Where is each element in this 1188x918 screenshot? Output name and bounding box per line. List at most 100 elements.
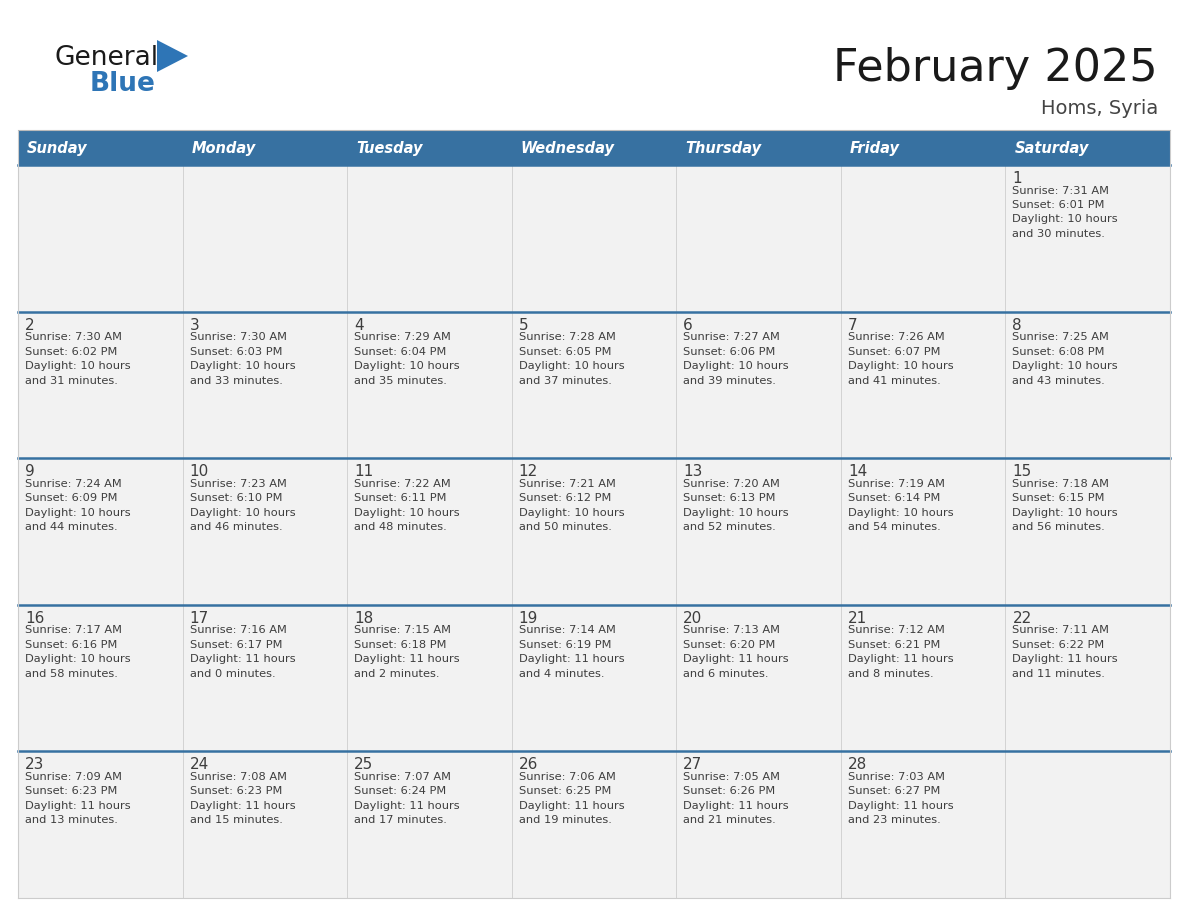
Text: Sunset: 6:10 PM: Sunset: 6:10 PM — [190, 493, 282, 503]
Text: 6: 6 — [683, 318, 693, 332]
Bar — [676, 752, 841, 898]
Text: Sunset: 6:16 PM: Sunset: 6:16 PM — [25, 640, 118, 650]
Text: Daylight: 10 hours: Daylight: 10 hours — [519, 508, 625, 518]
Text: Daylight: 11 hours: Daylight: 11 hours — [190, 655, 295, 665]
Text: and 44 minutes.: and 44 minutes. — [25, 522, 118, 532]
Text: and 33 minutes.: and 33 minutes. — [190, 375, 283, 386]
Text: Daylight: 10 hours: Daylight: 10 hours — [683, 508, 789, 518]
Text: 19: 19 — [519, 610, 538, 626]
Text: Sunset: 6:17 PM: Sunset: 6:17 PM — [190, 640, 282, 650]
Text: and 39 minutes.: and 39 minutes. — [683, 375, 776, 386]
Text: and 37 minutes.: and 37 minutes. — [519, 375, 612, 386]
Text: Sunrise: 7:29 AM: Sunrise: 7:29 AM — [354, 332, 451, 342]
Bar — [347, 605, 512, 752]
Text: and 35 minutes.: and 35 minutes. — [354, 375, 447, 386]
Text: 20: 20 — [683, 610, 702, 626]
Text: 26: 26 — [519, 757, 538, 772]
Text: Sunset: 6:03 PM: Sunset: 6:03 PM — [190, 347, 282, 356]
Text: and 31 minutes.: and 31 minutes. — [25, 375, 118, 386]
Text: Sunrise: 7:22 AM: Sunrise: 7:22 AM — [354, 478, 451, 488]
Polygon shape — [157, 40, 188, 72]
Text: Blue: Blue — [90, 71, 156, 97]
Text: and 19 minutes.: and 19 minutes. — [519, 815, 612, 825]
Text: 11: 11 — [354, 465, 373, 479]
Text: Sunset: 6:23 PM: Sunset: 6:23 PM — [25, 787, 118, 797]
Text: Daylight: 10 hours: Daylight: 10 hours — [683, 361, 789, 371]
Text: 8: 8 — [1012, 318, 1022, 332]
Bar — [347, 165, 512, 311]
Text: Sunset: 6:20 PM: Sunset: 6:20 PM — [683, 640, 776, 650]
Text: Daylight: 10 hours: Daylight: 10 hours — [519, 361, 625, 371]
Text: Sunset: 6:11 PM: Sunset: 6:11 PM — [354, 493, 447, 503]
Text: Sunset: 6:24 PM: Sunset: 6:24 PM — [354, 787, 447, 797]
Text: Sunday: Sunday — [27, 140, 88, 155]
Text: Daylight: 10 hours: Daylight: 10 hours — [1012, 361, 1118, 371]
Text: Saturday: Saturday — [1015, 140, 1089, 155]
Text: Daylight: 10 hours: Daylight: 10 hours — [354, 508, 460, 518]
Text: Sunset: 6:21 PM: Sunset: 6:21 PM — [848, 640, 940, 650]
Text: Sunrise: 7:26 AM: Sunrise: 7:26 AM — [848, 332, 944, 342]
Bar — [18, 165, 183, 311]
Text: 28: 28 — [848, 757, 867, 772]
Text: Sunset: 6:26 PM: Sunset: 6:26 PM — [683, 787, 776, 797]
Text: Sunset: 6:19 PM: Sunset: 6:19 PM — [519, 640, 611, 650]
Text: 17: 17 — [190, 610, 209, 626]
Text: Daylight: 11 hours: Daylight: 11 hours — [848, 655, 954, 665]
Text: Sunrise: 7:31 AM: Sunrise: 7:31 AM — [1012, 185, 1110, 196]
Text: and 15 minutes.: and 15 minutes. — [190, 815, 283, 825]
Text: Daylight: 11 hours: Daylight: 11 hours — [683, 800, 789, 811]
Bar — [841, 458, 1005, 605]
Text: 12: 12 — [519, 465, 538, 479]
Bar — [183, 752, 347, 898]
Text: Sunrise: 7:27 AM: Sunrise: 7:27 AM — [683, 332, 781, 342]
Text: and 21 minutes.: and 21 minutes. — [683, 815, 776, 825]
Text: Monday: Monday — [191, 140, 255, 155]
Text: Sunset: 6:18 PM: Sunset: 6:18 PM — [354, 640, 447, 650]
Bar — [183, 605, 347, 752]
Text: Sunrise: 7:21 AM: Sunrise: 7:21 AM — [519, 478, 615, 488]
Text: Daylight: 11 hours: Daylight: 11 hours — [354, 800, 460, 811]
Bar — [183, 311, 347, 458]
Text: Sunrise: 7:23 AM: Sunrise: 7:23 AM — [190, 478, 286, 488]
Bar — [1005, 311, 1170, 458]
Bar — [512, 165, 676, 311]
Text: Sunrise: 7:06 AM: Sunrise: 7:06 AM — [519, 772, 615, 782]
Bar — [676, 131, 841, 165]
Bar — [841, 165, 1005, 311]
Text: Thursday: Thursday — [685, 140, 762, 155]
Bar — [1005, 605, 1170, 752]
Text: Daylight: 10 hours: Daylight: 10 hours — [354, 361, 460, 371]
Bar — [18, 131, 183, 165]
Text: and 0 minutes.: and 0 minutes. — [190, 669, 276, 678]
Text: Sunset: 6:27 PM: Sunset: 6:27 PM — [848, 787, 940, 797]
Text: and 23 minutes.: and 23 minutes. — [848, 815, 941, 825]
Bar — [183, 131, 347, 165]
Text: Sunset: 6:07 PM: Sunset: 6:07 PM — [848, 347, 941, 356]
Text: Sunset: 6:23 PM: Sunset: 6:23 PM — [190, 787, 282, 797]
Text: Daylight: 10 hours: Daylight: 10 hours — [1012, 508, 1118, 518]
Bar — [676, 605, 841, 752]
Text: Wednesday: Wednesday — [520, 140, 614, 155]
Text: Sunrise: 7:05 AM: Sunrise: 7:05 AM — [683, 772, 781, 782]
Text: Sunset: 6:13 PM: Sunset: 6:13 PM — [683, 493, 776, 503]
Text: and 46 minutes.: and 46 minutes. — [190, 522, 283, 532]
Text: 18: 18 — [354, 610, 373, 626]
Bar — [512, 752, 676, 898]
Text: Sunrise: 7:15 AM: Sunrise: 7:15 AM — [354, 625, 451, 635]
Text: and 11 minutes.: and 11 minutes. — [1012, 669, 1105, 678]
Text: Sunset: 6:22 PM: Sunset: 6:22 PM — [1012, 640, 1105, 650]
Bar — [841, 605, 1005, 752]
Text: Daylight: 10 hours: Daylight: 10 hours — [190, 508, 295, 518]
Text: 9: 9 — [25, 465, 34, 479]
Text: Sunrise: 7:30 AM: Sunrise: 7:30 AM — [25, 332, 122, 342]
Bar — [347, 311, 512, 458]
Text: 24: 24 — [190, 757, 209, 772]
Text: 14: 14 — [848, 465, 867, 479]
Text: 10: 10 — [190, 465, 209, 479]
Bar — [183, 165, 347, 311]
Text: Sunset: 6:06 PM: Sunset: 6:06 PM — [683, 347, 776, 356]
Text: Sunset: 6:08 PM: Sunset: 6:08 PM — [1012, 347, 1105, 356]
Text: Sunrise: 7:30 AM: Sunrise: 7:30 AM — [190, 332, 286, 342]
Bar — [1005, 131, 1170, 165]
Bar — [676, 311, 841, 458]
